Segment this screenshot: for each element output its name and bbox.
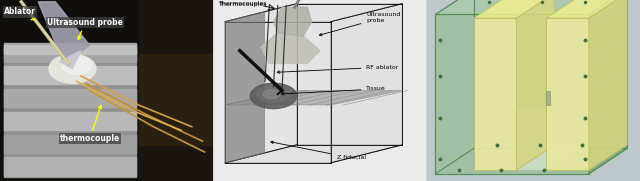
- Polygon shape: [516, 0, 555, 170]
- Text: Ultrasound
probe: Ultrasound probe: [319, 12, 401, 36]
- Polygon shape: [225, 90, 403, 105]
- Ellipse shape: [257, 86, 291, 102]
- Text: Thermocouples: Thermocouples: [219, 2, 267, 7]
- Text: Z fiducial: Z fiducial: [271, 141, 366, 160]
- Polygon shape: [516, 145, 584, 170]
- Polygon shape: [516, 107, 546, 170]
- Bar: [138, 0, 213, 181]
- Polygon shape: [546, 18, 589, 170]
- Polygon shape: [589, 0, 627, 174]
- Bar: [4, 43, 136, 62]
- Bar: [4, 112, 136, 130]
- Polygon shape: [546, 0, 627, 18]
- Bar: [4, 157, 136, 176]
- Polygon shape: [474, 18, 516, 170]
- Bar: [546, 90, 550, 105]
- Polygon shape: [435, 0, 627, 14]
- Text: Tissue: Tissue: [282, 87, 386, 95]
- Text: RF ablator: RF ablator: [277, 65, 399, 73]
- Polygon shape: [225, 4, 297, 163]
- Ellipse shape: [62, 56, 92, 74]
- Bar: [4, 135, 136, 153]
- Polygon shape: [60, 51, 81, 69]
- Polygon shape: [331, 4, 403, 163]
- Polygon shape: [589, 0, 627, 170]
- Ellipse shape: [263, 90, 280, 99]
- Polygon shape: [273, 7, 312, 36]
- Text: Thermocouples: Thermocouples: [219, 1, 273, 9]
- Polygon shape: [225, 4, 403, 22]
- Bar: [138, 54, 213, 145]
- Ellipse shape: [250, 83, 297, 109]
- Ellipse shape: [49, 54, 96, 83]
- Text: Ultrasound probe: Ultrasound probe: [47, 18, 123, 39]
- Polygon shape: [435, 14, 589, 174]
- Bar: [4, 66, 136, 84]
- Polygon shape: [261, 33, 320, 63]
- Text: Ablator: Ablator: [4, 7, 36, 20]
- Polygon shape: [225, 22, 331, 163]
- Polygon shape: [38, 2, 90, 63]
- Polygon shape: [297, 4, 403, 145]
- Polygon shape: [225, 145, 403, 163]
- Bar: [4, 89, 136, 107]
- Bar: [4, 45, 136, 54]
- Polygon shape: [474, 0, 555, 18]
- Bar: [4, 47, 136, 177]
- Polygon shape: [38, 2, 90, 63]
- Text: thermocouple: thermocouple: [60, 106, 120, 143]
- Polygon shape: [225, 12, 264, 163]
